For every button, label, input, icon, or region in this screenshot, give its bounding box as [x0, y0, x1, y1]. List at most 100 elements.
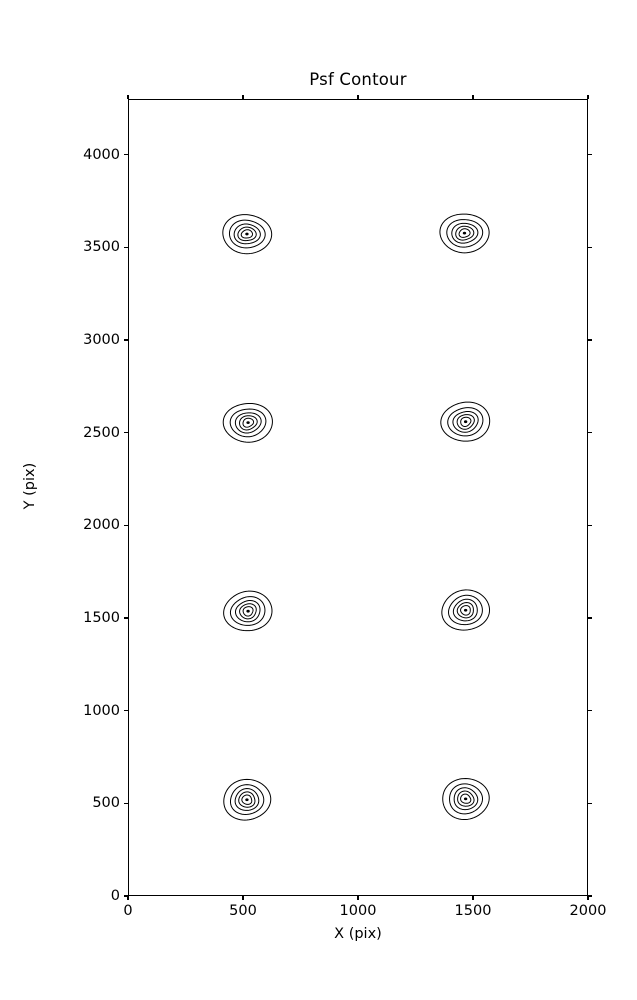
y-tick-mark [124, 246, 128, 248]
x-tick-mark [357, 95, 359, 99]
x-tick-label: 1000 [339, 903, 377, 919]
contour-ring [451, 222, 479, 244]
y-tick-label: 500 [92, 795, 120, 812]
contour-ring [242, 417, 255, 428]
y-tick-label: 3000 [83, 331, 120, 348]
psf-contour-group [222, 402, 273, 443]
y-tick-mark [588, 431, 592, 434]
contour-ring [223, 590, 273, 632]
contour-ring [223, 778, 272, 821]
y-tick-mark [588, 153, 592, 156]
x-tick-mark [472, 896, 474, 900]
contour-ring [222, 402, 273, 443]
contour-ring [237, 226, 257, 242]
y-axis-label: Y (pix) [22, 462, 38, 510]
psf-contour-center [462, 231, 467, 235]
x-tick-label: 0 [123, 903, 133, 919]
y-tick-label: 0 [110, 888, 120, 904]
x-tick-mark [472, 95, 474, 99]
y-tick-label: 3500 [83, 239, 120, 256]
contour-ring [234, 412, 262, 434]
contour-ring [452, 411, 479, 433]
psf-contour-group [440, 401, 491, 442]
psf-contour-center [463, 608, 468, 612]
y-tick-label: 2000 [83, 517, 120, 534]
contour-ring [440, 401, 491, 442]
contour-ring [447, 407, 484, 437]
y-axis-tick-labels: 0 500 1000 1500 2000 2500 3000 3500 4000 [40, 0, 120, 1000]
x-tick-label: 1500 [454, 903, 492, 919]
y-tick-mark [124, 710, 128, 712]
contour-ring [222, 214, 273, 255]
psf-contour-center [463, 420, 468, 424]
psf-contour-group [442, 778, 490, 821]
contour-ring [448, 594, 483, 626]
y-tick-mark [124, 524, 128, 526]
contour-ring [456, 414, 475, 430]
plot-area [128, 99, 588, 896]
contour-ring [441, 589, 491, 631]
x-tick-mark [242, 95, 244, 99]
psf-contour-center [246, 609, 250, 613]
contour-ring [460, 416, 472, 427]
y-tick-mark [124, 153, 128, 156]
y-tick-label: 2500 [83, 424, 120, 441]
contour-ring [446, 219, 484, 248]
psf-contour-group [223, 778, 272, 821]
y-tick-mark [588, 524, 592, 526]
psf-contour-group [439, 213, 490, 254]
contour-ring [229, 596, 266, 626]
contour-ring [228, 219, 266, 249]
y-tick-label: 4000 [83, 146, 120, 163]
y-tick-mark [124, 895, 128, 897]
psf-contour-center [245, 798, 249, 802]
y-tick-mark [588, 710, 592, 712]
x-tick-label: 500 [229, 903, 257, 919]
contour-ring [234, 600, 261, 623]
contour-plot-svg [222, 213, 491, 821]
psf-contour-center [245, 232, 249, 236]
contour-ring [240, 229, 253, 239]
x-tick-mark [587, 896, 589, 900]
contour-ring [233, 223, 261, 245]
contour-ring [452, 598, 478, 622]
chart-title: Psf Contour [309, 70, 407, 89]
psf-contour-group [222, 214, 273, 255]
contour-ring [460, 793, 472, 804]
contour-ring [239, 415, 258, 431]
x-tick-mark [127, 95, 129, 99]
contour-ring [234, 788, 260, 811]
contour-ring [442, 778, 490, 821]
y-tick-mark [588, 617, 592, 619]
y-tick-label: 1000 [83, 702, 120, 719]
psf-contour-center [246, 421, 250, 425]
y-tick-mark [588, 339, 592, 341]
contour-ring [455, 225, 475, 241]
contour-ring [238, 791, 256, 808]
x-tick-mark [242, 896, 244, 900]
contour-ring [242, 606, 254, 617]
contour-ring [453, 787, 479, 811]
y-tick-mark [588, 802, 592, 804]
contour-ring [239, 603, 257, 620]
y-tick-mark [124, 431, 128, 434]
y-tick-mark [588, 895, 592, 897]
y-tick-mark [588, 246, 592, 248]
x-axis-label: X (pix) [334, 926, 382, 942]
x-tick-mark [357, 896, 359, 900]
psf-contour-group [223, 590, 273, 632]
contour-ring [456, 602, 474, 619]
y-tick-mark [124, 617, 128, 619]
x-tick-mark [127, 896, 129, 900]
contour-ring [439, 213, 490, 254]
contour-ring [229, 784, 265, 815]
x-tick-mark [587, 95, 589, 99]
y-tick-mark [124, 339, 128, 341]
contour-ring [457, 790, 475, 807]
contour-ring [241, 794, 253, 805]
y-tick-mark [124, 802, 128, 804]
contour-ring [460, 605, 471, 616]
contour-ring [458, 228, 471, 238]
contour-ring [449, 783, 484, 815]
